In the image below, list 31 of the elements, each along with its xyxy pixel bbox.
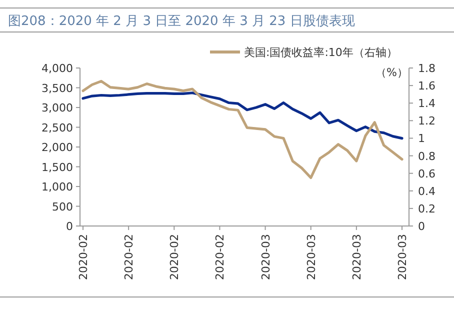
y-tick-label: 3,500 [42, 82, 73, 95]
x-tick-label: 2020-02 [168, 234, 182, 280]
y-tick-label: 1,500 [42, 160, 73, 174]
y-tick-label: 2,000 [42, 141, 73, 154]
chart-title: 图208：2020 年 2 月 3 日至 2020 年 3 月 23 日股债表现 [8, 14, 355, 29]
y2-axis-title: （%） [376, 66, 408, 79]
y2-tick-label: 0.2 [418, 202, 436, 216]
y2-tick-label: 1.6 [418, 80, 436, 93]
y2-tick-label: 1.4 [418, 97, 436, 110]
x-tick-label: 2020-03 [259, 234, 272, 280]
x-tick-label: 2020-03 [350, 234, 364, 280]
y2-tick-label: 0.4 [418, 184, 436, 198]
x-tick-label: 2020-02 [77, 234, 90, 280]
x-tick-label: 2020-02 [122, 234, 136, 280]
legend-label: 美国:国债收益率:10年（右轴） [244, 46, 398, 59]
y-tick-label: 4,000 [42, 62, 73, 75]
y-tick-label: 2,500 [42, 121, 73, 134]
legend-item: 美国:国债收益率:10年（右轴） [210, 46, 398, 59]
y-tick-label: 0 [66, 220, 73, 233]
y2-tick-label: 1.2 [418, 114, 436, 128]
y-tick-label: 1,000 [42, 180, 73, 194]
y2-tick-label: 1.8 [418, 62, 436, 75]
y-tick-label: 3,000 [42, 102, 73, 114]
y2-tick-label: 1 [418, 132, 425, 146]
y-tick-label: 500 [52, 200, 73, 214]
y2-tick-label: 0.8 [418, 150, 436, 163]
y2-tick-label: 0 [418, 220, 425, 233]
x-tick-label: 2020-03 [396, 234, 409, 280]
x-tick-label: 2020-03 [304, 234, 318, 280]
y2-tick-label: 0.6 [418, 167, 436, 180]
x-tick-label: 2020-02 [214, 234, 227, 280]
